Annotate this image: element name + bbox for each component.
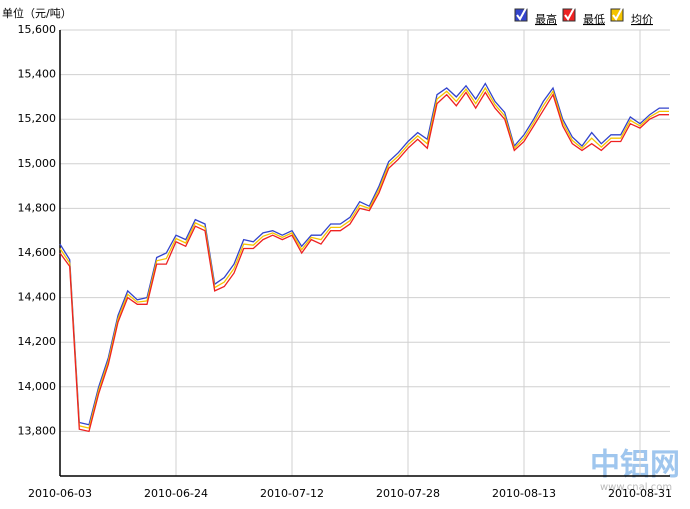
watermark: 中铝网 [590, 448, 680, 483]
legend-label[interactable]: 最高 [535, 12, 557, 26]
x-tick-label: 2010-07-28 [376, 487, 440, 500]
y-tick-label: 15,200 [18, 112, 57, 125]
legend-label[interactable]: 最低 [583, 13, 605, 26]
series-line [59, 82, 669, 426]
y-tick-label: 14,400 [18, 291, 57, 304]
series-line [59, 86, 669, 429]
y-tick-label: 13,800 [18, 424, 57, 437]
x-tick-label: 2010-06-03 [28, 487, 92, 500]
x-tick-label: 2010-08-31 [608, 487, 672, 500]
y-tick-label: 15,600 [18, 23, 57, 36]
y-tick-label: 14,000 [18, 380, 57, 393]
y-tick-label: 14,200 [18, 335, 57, 348]
x-tick-label: 2010-08-13 [492, 487, 556, 500]
y-tick-label: 14,800 [18, 201, 57, 214]
x-tick-label: 2010-06-24 [144, 487, 208, 500]
legend-check [612, 7, 623, 21]
legend-check [564, 7, 575, 21]
legend-label[interactable]: 均价 [631, 13, 653, 26]
y-tick-label: 15,000 [18, 157, 57, 170]
y-tick-label: 14,600 [18, 246, 57, 259]
unit-label: 单位（元/吨） [2, 6, 72, 20]
y-tick-label: 15,400 [18, 68, 57, 81]
legend-check [516, 7, 527, 21]
series-line [59, 91, 669, 433]
x-tick-label: 2010-07-12 [260, 487, 324, 500]
watermark-url: www.cnal.com [600, 482, 672, 493]
